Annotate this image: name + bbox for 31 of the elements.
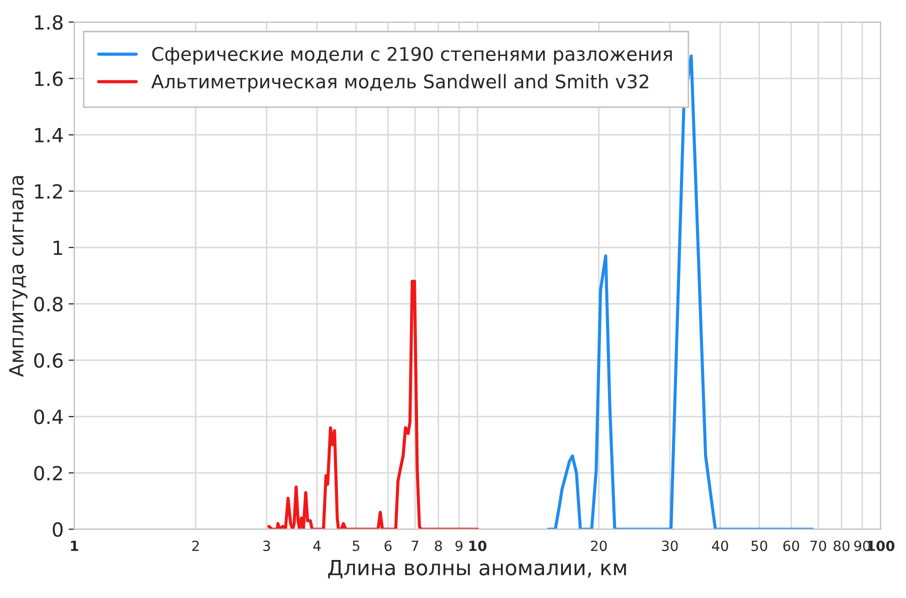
- y-axis-title: Амплитуда сигнала: [9, 176, 28, 377]
- y-tick-label: 0.4: [34, 409, 63, 424]
- y-tick-label: 0.2: [34, 466, 62, 481]
- y-tick-label: 1.6: [35, 71, 63, 86]
- legend-label: Сферические модели с 2190 степенями разложения: [152, 46, 672, 65]
- x-tick-label: 80: [834, 540, 850, 552]
- y-tick-label: 1.8: [35, 15, 63, 30]
- x-tick-label: 50: [752, 540, 768, 552]
- x-tick-label: 9: [455, 540, 462, 552]
- x-tick-label: 20: [591, 540, 607, 552]
- x-axis-title: Длина волны аномалии, км: [328, 560, 626, 578]
- x-tick-label: 4: [313, 540, 321, 551]
- x-tick-label: 7: [412, 540, 418, 551]
- x-tick-label: 8: [434, 540, 442, 552]
- y-tick-label: 0: [52, 522, 63, 537]
- x-tick-label: 5: [352, 540, 360, 552]
- x-tick-label: 2: [192, 540, 199, 551]
- x-tick-label: 40: [712, 540, 728, 552]
- y-tick-label: 1.4: [35, 128, 63, 142]
- y-tick-label: 1.2: [35, 184, 62, 199]
- x-tick-label: 70: [810, 540, 826, 552]
- x-tick-label: 6: [384, 540, 392, 552]
- x-tick-label: 3: [263, 540, 270, 552]
- x-tick-label: 10: [469, 540, 486, 552]
- y-tick-label: 1: [54, 240, 62, 255]
- y-tick-label: 0.6: [34, 353, 63, 368]
- x-tick-label: 30: [662, 540, 678, 552]
- y-tick-label: 0.8: [34, 296, 63, 312]
- x-tick-label: 1: [71, 540, 78, 551]
- legend-label: Альтиметрическая модель Sandwell and Smith v32: [151, 74, 648, 92]
- x-tick-label: 60: [783, 540, 800, 552]
